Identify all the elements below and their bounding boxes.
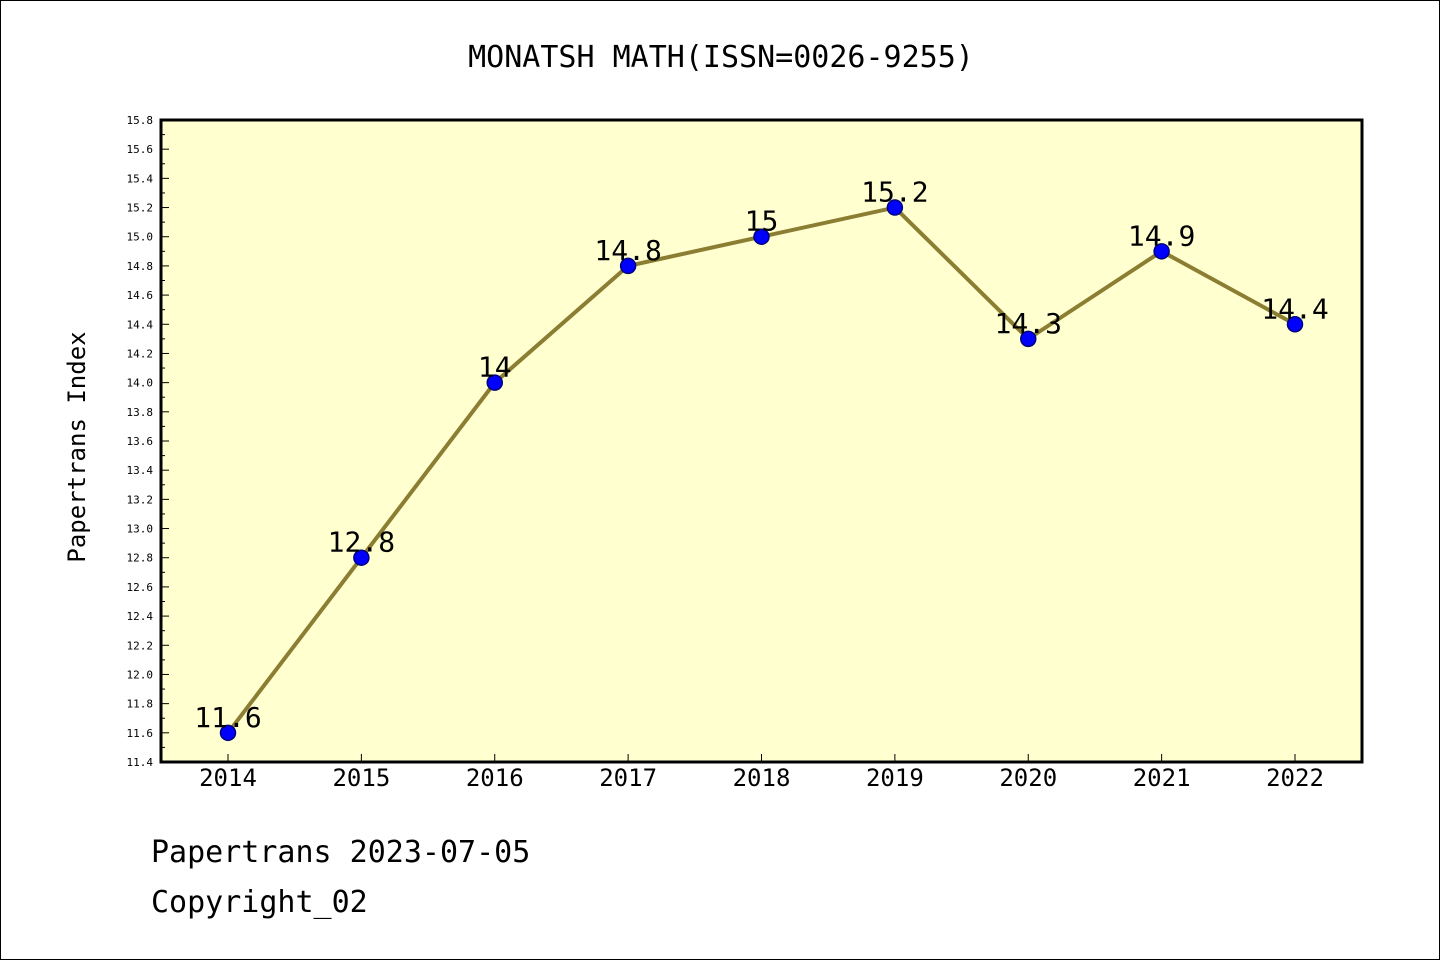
data-label: 14.4: [1261, 292, 1328, 325]
x-axis-ticks: 2014 2015 2016 2017 2018 2019 2020 2021 2022: [199, 754, 1324, 792]
data-point: [619, 257, 637, 275]
y-tick-label: 15.6: [127, 143, 154, 156]
y-tick-label: 13.2: [127, 493, 154, 506]
plot-area: [159, 118, 1364, 764]
x-tick-label: 2020: [999, 764, 1057, 792]
data-point: [486, 374, 503, 391]
series-line-segment: [626, 234, 764, 268]
chart-title: MONATSH MATH(ISSN=0026-9255): [468, 40, 974, 75]
data-label: 14.9: [1128, 219, 1195, 252]
y-axis-ticks: 11.4 11.6 11.8 12.0 12.2 12.4 12.6 12.8 13.0 13.2…: [127, 114, 169, 769]
y-tick-label: 13.6: [127, 435, 154, 448]
y-tick-label: 14.6: [127, 289, 154, 302]
series-line-segment: [892, 205, 1031, 341]
y-tick-label: 14.8: [127, 260, 154, 273]
data-point: [886, 199, 904, 216]
data-label: 14.3: [995, 307, 1062, 340]
data-label: 12.8: [328, 526, 395, 559]
y-tick-label: 14.0: [127, 377, 154, 390]
data-point: [753, 228, 770, 245]
series-line-segment: [226, 555, 364, 735]
series-line-segment: [759, 205, 897, 239]
series-line-segment: [1026, 249, 1164, 341]
x-tick-label: 2014: [199, 764, 257, 792]
y-tick-label: 12.2: [127, 639, 154, 652]
y-tick-label: 13.4: [127, 464, 154, 477]
footer-copyright: Copyright_02: [151, 885, 368, 920]
x-tick-label: 2021: [1133, 764, 1191, 792]
y-tick-label: 12.8: [127, 552, 154, 565]
y-tick-label: 11.6: [127, 727, 154, 740]
y-tick-label: 15.8: [127, 114, 154, 127]
data-point: [1153, 243, 1170, 260]
y-tick-label: 13.8: [127, 406, 154, 419]
series-line-group: [226, 205, 1297, 735]
series-line-segment: [359, 380, 497, 560]
y-tick-label: 12.6: [127, 581, 154, 594]
footer-date: Papertrans 2023-07-05: [151, 835, 531, 870]
data-point-group: [219, 199, 1304, 742]
data-label: 14.8: [594, 234, 661, 267]
x-tick-label: 2017: [599, 764, 657, 792]
y-tick-label: 11.8: [127, 698, 154, 711]
y-tick-label: 12.4: [127, 610, 154, 623]
data-label: 15.2: [861, 176, 928, 209]
data-point: [1286, 316, 1304, 333]
x-tick-label: 2019: [866, 764, 924, 792]
x-tick-label: 2016: [466, 764, 524, 792]
data-label: 15: [745, 205, 779, 238]
data-point: [219, 724, 237, 742]
y-tick-label: 15.2: [127, 202, 154, 215]
x-tick-label: 2018: [733, 764, 791, 792]
data-label: 11.6: [194, 701, 261, 734]
x-tick-label: 2015: [332, 764, 390, 792]
data-label: 14: [478, 351, 512, 384]
y-tick-label: 14.2: [127, 347, 154, 360]
data-point: [1020, 330, 1037, 348]
data-point: [353, 549, 370, 566]
y-tick-label: 13.0: [127, 523, 154, 536]
y-tick-label: 14.4: [127, 318, 154, 331]
y-tick-label: 12.0: [127, 668, 154, 681]
y-tick-label: 15.4: [127, 172, 154, 185]
series-line-segment: [492, 263, 631, 385]
y-tick-label: 15.0: [127, 231, 154, 244]
x-tick-label: 2022: [1266, 764, 1324, 792]
y-axis-label: Papertrans Index: [63, 331, 91, 562]
data-label-group: 11.6 12.8 14 14.8 15 15.2 14.3 14.9 14.4: [194, 176, 1328, 734]
series-line-segment: [1159, 249, 1297, 327]
y-tick-label: 11.4: [127, 756, 154, 769]
